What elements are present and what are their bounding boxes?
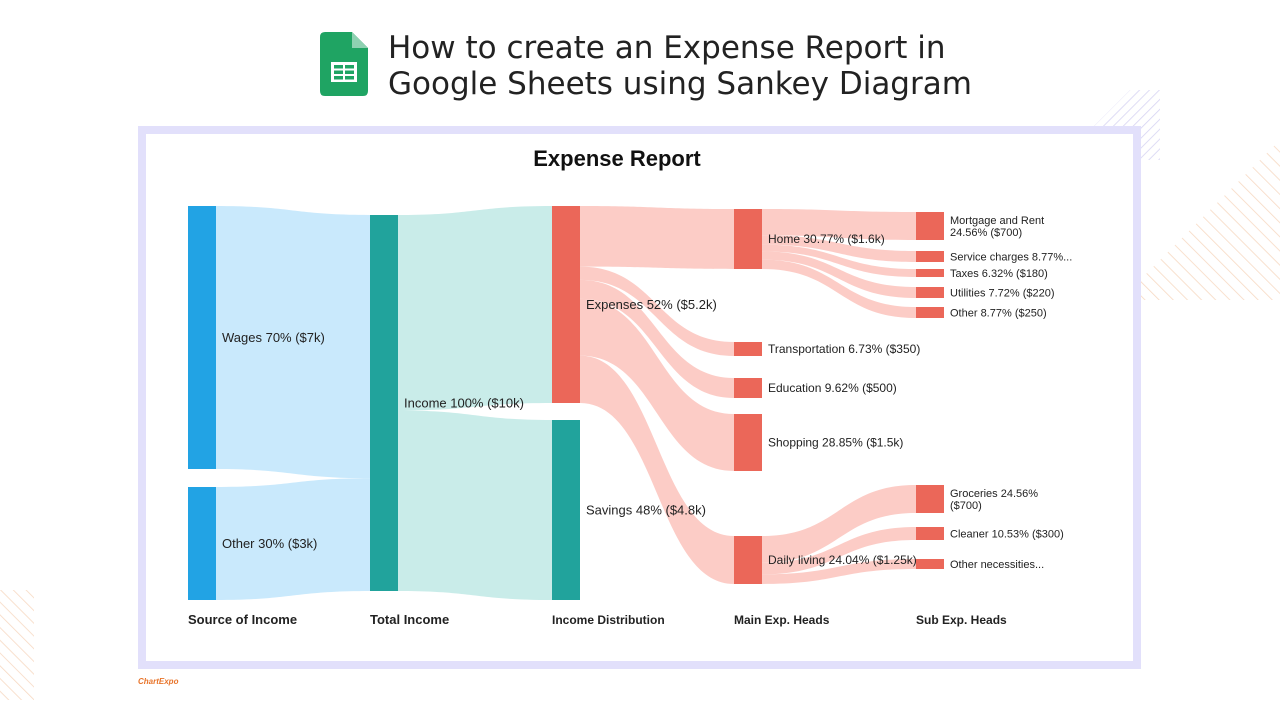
node-mortgage [916,212,944,240]
google-sheets-icon [320,32,368,101]
label-income: Income 100% ($10k) [404,396,524,411]
label-taxes: Taxes 6.32% ($180) [950,268,1048,280]
link-other_src-income [216,478,370,600]
link-expenses-daily [580,355,734,584]
heading-line-2: Google Sheets using Sankey Diagram [388,66,972,102]
column-title-2: Income Distribution [552,613,665,627]
link-expenses-home [580,206,734,269]
column-title-3: Main Exp. Heads [734,613,830,627]
chart-panel: Expense Report Wages 70% ($7k) Other 30% … [146,134,1133,661]
node-groceries [916,485,944,513]
link-income-savings [398,410,552,600]
label-mortgage: Mortgage and Rent 24.56% ($700) [950,215,1044,239]
link-wages-income [216,206,370,479]
node-cleaner [916,527,944,540]
column-title-1: Total Income [370,612,449,627]
link-income-expenses [398,206,552,411]
node-daily [734,536,762,584]
page-heading: How to create an Expense Report in Googl… [388,30,972,102]
node-taxes [916,269,944,277]
link-home-utilities [762,251,916,298]
label-expenses: Expenses 52% ($5.2k) [586,297,717,312]
node-utilities [916,287,944,298]
label-cleaner: Cleaner 10.53% ($300) [950,528,1064,540]
node-wages [188,206,216,469]
node-other_nec [916,559,944,569]
decorative-hatch-orange-left [0,590,34,700]
chart-frame: Expense Report Wages 70% ($7k) Other 30% … [138,126,1141,669]
label-groceries: Groceries 24.56% ($700) [950,488,1038,512]
node-income [370,215,398,591]
label-other_home: Other 8.77% ($250) [950,307,1047,319]
label-service: Service charges 8.77%... [950,251,1072,263]
node-service [916,251,944,262]
label-utilities: Utilities 7.72% ($220) [950,287,1055,299]
label-home: Home 30.77% ($1.6k) [768,232,885,246]
label-other_src: Other 30% ($3k) [222,536,317,551]
link-expenses-shopping [580,298,734,471]
link-expenses-education [580,279,734,398]
chartexpo-logo: ChartExpo [138,677,179,686]
label-daily: Daily living 24.04% ($1.25k) [768,553,917,567]
label-education: Education 9.62% ($500) [768,381,897,395]
link-daily-other_nec [762,559,916,584]
node-other_home [916,307,944,318]
column-title-4: Sub Exp. Heads [916,613,1007,627]
label-wages: Wages 70% ($7k) [222,330,325,345]
link-daily-groceries [762,485,916,563]
label-savings: Savings 48% ($4.8k) [586,503,706,518]
node-home [734,209,762,269]
link-home-service [762,235,916,262]
label-transport: Transportation 6.73% ($350) [768,342,920,356]
heading-line-1: How to create an Expense Report in [388,30,946,66]
link-home-mortgage [762,209,916,240]
label-shopping: Shopping 28.85% ($1.5k) [768,436,903,450]
column-title-0: Source of Income [188,612,297,627]
link-home-taxes [762,244,916,277]
link-expenses-transport [580,266,734,356]
node-other_src [188,487,216,600]
label-other_nec: Other necessities... [950,559,1044,571]
chart-title: Expense Report [533,146,701,171]
node-education [734,378,762,398]
link-home-other_home [762,259,916,318]
node-savings [552,420,580,600]
sankey-diagram: Expense Report Wages 70% ($7k) Other 30% … [188,146,1072,627]
decorative-hatch-orange-right [1140,140,1280,300]
link-daily-cleaner [762,527,916,575]
node-expenses [552,206,580,403]
node-transport [734,342,762,356]
node-shopping [734,414,762,471]
